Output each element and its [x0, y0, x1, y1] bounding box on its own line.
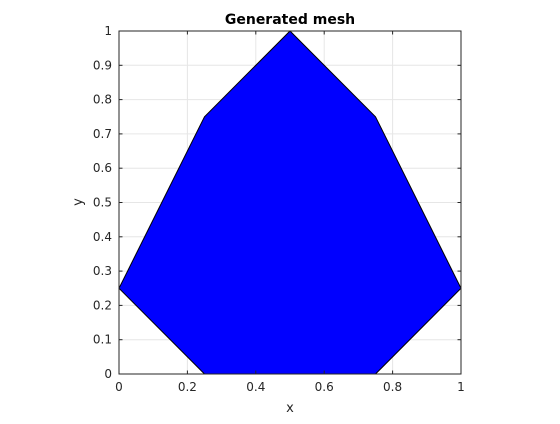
- chart-title: Generated mesh: [225, 12, 355, 28]
- y-tick-label: 0.5: [93, 196, 112, 210]
- y-tick-label: 0: [104, 367, 112, 381]
- x-tick-label: 0.4: [246, 380, 265, 394]
- y-tick-label: 0.3: [93, 264, 112, 278]
- x-axis-label: x: [286, 401, 294, 416]
- x-tick-label: 0: [115, 380, 123, 394]
- tick-marks: [118, 30, 462, 375]
- x-tick-label: 0.8: [383, 380, 402, 394]
- y-tick-label: 0.1: [93, 333, 112, 347]
- x-tick-label: 0.2: [178, 380, 197, 394]
- y-tick-label: 1: [104, 24, 112, 38]
- y-axis-label: y: [71, 198, 86, 206]
- data-layer: [118, 30, 462, 375]
- x-tick-label: 0.6: [315, 380, 334, 394]
- y-tick-label: 0.7: [93, 127, 112, 141]
- y-tick-label: 0.9: [93, 58, 112, 72]
- y-tick-label: 0.8: [93, 93, 112, 107]
- x-tick-label: 1: [457, 380, 465, 394]
- y-tick-label: 0.4: [93, 230, 112, 244]
- y-tick-label: 0.6: [93, 161, 112, 175]
- mesh-polygon: [118, 30, 462, 375]
- tick-labels: 0 0.2 0.4 0.6 0.8 1 0 0.1 0.2 0.3 0.4 0.5 0.6 0.7 0.8 0…: [93, 24, 465, 394]
- y-tick-label: 0.2: [93, 298, 112, 312]
